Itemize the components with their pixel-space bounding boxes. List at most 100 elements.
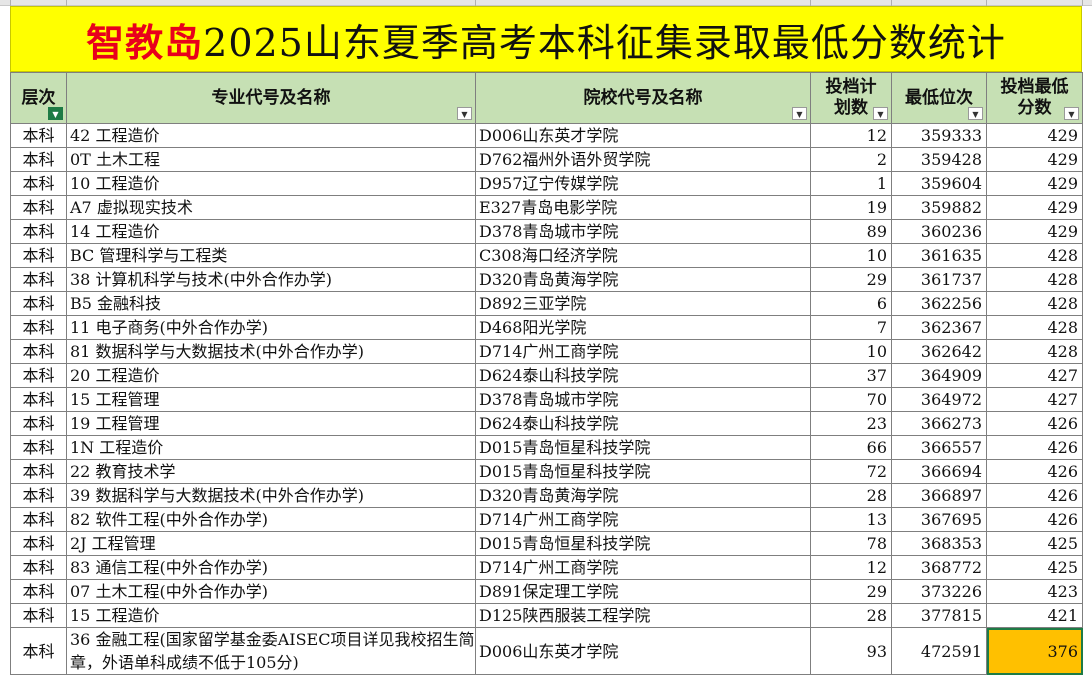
major-cell[interactable]: 42 工程造价 xyxy=(66,123,476,148)
major-cell[interactable]: 10 工程造价 xyxy=(66,171,476,196)
major-cell[interactable]: 2J 工程管理 xyxy=(66,531,476,556)
score-cell[interactable]: 376 xyxy=(986,627,1083,675)
score-cell[interactable]: 426 xyxy=(986,459,1083,484)
plan-cell[interactable]: 6 xyxy=(810,291,892,316)
major-cell[interactable]: BC 管理科学与工程类 xyxy=(66,243,476,268)
level-cell[interactable]: 本科 xyxy=(10,315,67,340)
level-cell[interactable]: 本科 xyxy=(10,243,67,268)
level-cell[interactable]: 本科 xyxy=(10,147,67,172)
score-cell[interactable]: 425 xyxy=(986,555,1083,580)
score-cell[interactable]: 425 xyxy=(986,531,1083,556)
table-row[interactable]: 本科 10 工程造价 D957辽宁传媒学院 1 359604 429 xyxy=(10,171,1083,196)
level-cell[interactable]: 本科 xyxy=(10,627,67,675)
major-cell[interactable]: 81 数据科学与大数据技术(中外合作办学) xyxy=(66,339,476,364)
school-cell[interactable]: D015青岛恒星科技学院 xyxy=(475,435,811,460)
level-cell[interactable]: 本科 xyxy=(10,339,67,364)
major-cell[interactable]: 14 工程造价 xyxy=(66,219,476,244)
plan-cell[interactable]: 12 xyxy=(810,123,892,148)
major-cell[interactable]: 38 计算机科学与技术(中外合作办学) xyxy=(66,267,476,292)
filter-dropdown-icon[interactable]: ▼ xyxy=(792,107,807,120)
level-cell[interactable]: 本科 xyxy=(10,531,67,556)
rank-cell[interactable]: 366273 xyxy=(891,411,987,436)
score-cell[interactable]: 426 xyxy=(986,411,1083,436)
rank-cell[interactable]: 361737 xyxy=(891,267,987,292)
table-row[interactable]: 本科 15 工程造价 D125陕西服装工程学院 28 377815 421 xyxy=(10,603,1083,628)
school-cell[interactable]: D006山东英才学院 xyxy=(475,627,811,675)
level-cell[interactable]: 本科 xyxy=(10,123,67,148)
major-cell[interactable]: 11 电子商务(中外合作办学) xyxy=(66,315,476,340)
major-cell[interactable]: 22 教育技术学 xyxy=(66,459,476,484)
school-cell[interactable]: D714广州工商学院 xyxy=(475,507,811,532)
score-cell[interactable]: 427 xyxy=(986,363,1083,388)
school-cell[interactable]: D320青岛黄海学院 xyxy=(475,267,811,292)
major-cell[interactable]: A7 虚拟现实技术 xyxy=(66,195,476,220)
filter-dropdown-icon[interactable]: ▼ xyxy=(457,107,472,120)
school-cell[interactable]: D714广州工商学院 xyxy=(475,555,811,580)
school-cell[interactable]: D624泰山科技学院 xyxy=(475,411,811,436)
table-row[interactable]: 本科 81 数据科学与大数据技术(中外合作办学) D714广州工商学院 10 36264… xyxy=(10,339,1083,364)
score-cell[interactable]: 428 xyxy=(986,243,1083,268)
level-cell[interactable]: 本科 xyxy=(10,483,67,508)
rank-cell[interactable]: 373226 xyxy=(891,579,987,604)
plan-cell[interactable]: 10 xyxy=(810,243,892,268)
filter-dropdown-icon[interactable]: ▼ xyxy=(1064,107,1079,120)
rank-cell[interactable]: 368353 xyxy=(891,531,987,556)
level-cell[interactable]: 本科 xyxy=(10,387,67,412)
rank-cell[interactable]: 362642 xyxy=(891,339,987,364)
rank-cell[interactable]: 368772 xyxy=(891,555,987,580)
plan-cell[interactable]: 93 xyxy=(810,627,892,675)
plan-cell[interactable]: 28 xyxy=(810,603,892,628)
school-cell[interactable]: D320青岛黄海学院 xyxy=(475,483,811,508)
plan-cell[interactable]: 70 xyxy=(810,387,892,412)
level-cell[interactable]: 本科 xyxy=(10,507,67,532)
level-cell[interactable]: 本科 xyxy=(10,555,67,580)
major-cell[interactable]: 0T 土木工程 xyxy=(66,147,476,172)
major-cell[interactable]: 20 工程造价 xyxy=(66,363,476,388)
major-cell[interactable]: 07 土木工程(中外合作办学) xyxy=(66,579,476,604)
level-cell[interactable]: 本科 xyxy=(10,363,67,388)
table-row[interactable]: 本科 07 土木工程(中外合作办学) D891保定理工学院 29 373226 423 xyxy=(10,579,1083,604)
table-row[interactable]: 本科 20 工程造价 D624泰山科技学院 37 364909 427 xyxy=(10,363,1083,388)
major-cell[interactable]: 1N 工程造价 xyxy=(66,435,476,460)
level-cell[interactable]: 本科 xyxy=(10,435,67,460)
school-cell[interactable]: D892三亚学院 xyxy=(475,291,811,316)
rank-cell[interactable]: 360236 xyxy=(891,219,987,244)
table-row[interactable]: 本科 19 工程管理 D624泰山科技学院 23 366273 426 xyxy=(10,411,1083,436)
school-cell[interactable]: D006山东英才学院 xyxy=(475,123,811,148)
school-cell[interactable]: D762福州外语外贸学院 xyxy=(475,147,811,172)
level-cell[interactable]: 本科 xyxy=(10,579,67,604)
major-cell[interactable]: 83 通信工程(中外合作办学) xyxy=(66,555,476,580)
score-cell[interactable]: 428 xyxy=(986,267,1083,292)
table-row[interactable]: 本科 1N 工程造价 D015青岛恒星科技学院 66 366557 426 xyxy=(10,435,1083,460)
major-cell[interactable]: B5 金融科技 xyxy=(66,291,476,316)
rank-cell[interactable]: 367695 xyxy=(891,507,987,532)
plan-cell[interactable]: 78 xyxy=(810,531,892,556)
table-row[interactable]: 本科 11 电子商务(中外合作办学) D468阳光学院 7 362367 428 xyxy=(10,315,1083,340)
score-cell[interactable]: 428 xyxy=(986,339,1083,364)
level-cell[interactable]: 本科 xyxy=(10,603,67,628)
filter-dropdown-icon[interactable]: ▼ xyxy=(873,107,888,120)
rank-cell[interactable]: 359882 xyxy=(891,195,987,220)
rank-cell[interactable]: 359333 xyxy=(891,123,987,148)
school-cell[interactable]: D957辽宁传媒学院 xyxy=(475,171,811,196)
table-row[interactable]: 本科 83 通信工程(中外合作办学) D714广州工商学院 12 368772 425 xyxy=(10,555,1083,580)
rank-cell[interactable]: 359604 xyxy=(891,171,987,196)
plan-cell[interactable]: 7 xyxy=(810,315,892,340)
plan-cell[interactable]: 28 xyxy=(810,483,892,508)
score-cell[interactable]: 429 xyxy=(986,195,1083,220)
plan-cell[interactable]: 10 xyxy=(810,339,892,364)
plan-cell[interactable]: 37 xyxy=(810,363,892,388)
school-cell[interactable]: D468阳光学院 xyxy=(475,315,811,340)
level-cell[interactable]: 本科 xyxy=(10,291,67,316)
rank-cell[interactable]: 366694 xyxy=(891,459,987,484)
score-cell[interactable]: 429 xyxy=(986,171,1083,196)
table-row[interactable]: 本科 0T 土木工程 D762福州外语外贸学院 2 359428 429 xyxy=(10,147,1083,172)
plan-cell[interactable]: 13 xyxy=(810,507,892,532)
filter-active-icon[interactable]: ▼ xyxy=(48,107,63,120)
school-cell[interactable]: D624泰山科技学院 xyxy=(475,363,811,388)
score-cell[interactable]: 429 xyxy=(986,123,1083,148)
table-row[interactable]: 本科 42 工程造价 D006山东英才学院 12 359333 429 xyxy=(10,123,1083,148)
score-cell[interactable]: 428 xyxy=(986,291,1083,316)
plan-cell[interactable]: 23 xyxy=(810,411,892,436)
plan-cell[interactable]: 72 xyxy=(810,459,892,484)
